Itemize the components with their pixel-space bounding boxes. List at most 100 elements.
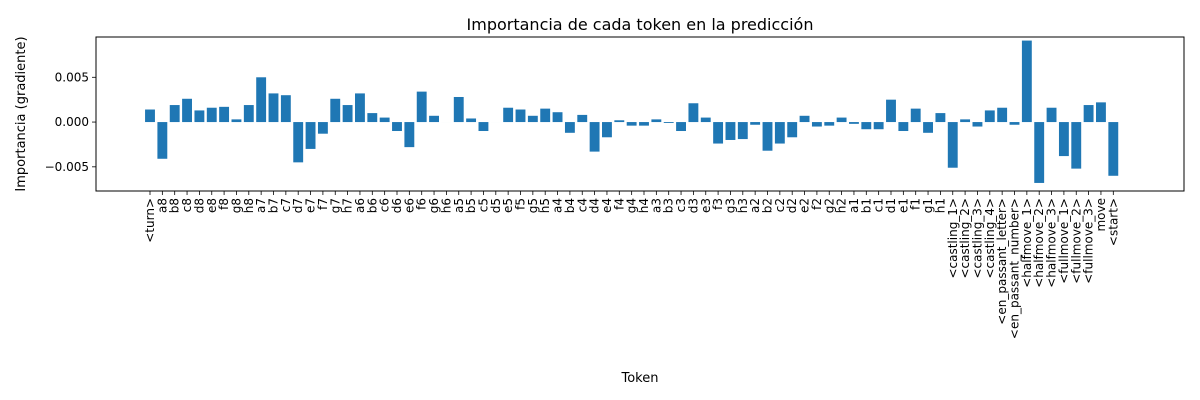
x-axis: <turn>a8b8c8d8e8f8g8h8a7b7c7d7e7f7g7h7a6… — [143, 191, 1120, 339]
x-tick-label: g8 — [229, 198, 243, 213]
x-tick-label: g5 — [526, 198, 540, 213]
bar — [984, 110, 995, 123]
bar — [997, 107, 1008, 123]
x-tick-label: e4 — [600, 198, 614, 213]
bar — [280, 95, 291, 123]
bar — [330, 98, 341, 123]
bar — [219, 106, 230, 123]
bar — [478, 122, 489, 132]
bar — [157, 122, 168, 159]
bar — [466, 118, 477, 123]
x-tick-label: g6 — [427, 198, 441, 213]
bar — [861, 122, 872, 130]
x-tick-label: h2 — [835, 198, 849, 213]
bar — [811, 122, 822, 127]
bar — [182, 98, 192, 123]
x-tick-label: g2 — [822, 198, 836, 213]
x-tick-label: b4 — [563, 198, 577, 213]
bar — [972, 122, 983, 127]
bar — [947, 122, 958, 168]
x-tick-label: <castling_4> — [983, 198, 997, 279]
x-tick-label: <halfmove_3> — [1045, 198, 1059, 288]
x-tick-label: f1 — [909, 198, 923, 210]
x-tick-label: c7 — [279, 198, 293, 212]
bar — [515, 109, 526, 123]
x-tick-label: f3 — [711, 198, 725, 210]
x-tick-label: d1 — [884, 198, 898, 213]
x-tick-label: f5 — [514, 198, 528, 210]
bar — [663, 122, 674, 123]
bar — [589, 122, 600, 152]
x-tick-label: c4 — [575, 198, 589, 212]
bar — [268, 93, 279, 123]
x-tick-label: <turn> — [143, 198, 157, 243]
bar — [849, 122, 859, 124]
bar — [713, 122, 724, 144]
bar — [873, 122, 884, 130]
x-tick-label: h4 — [637, 198, 651, 213]
bar — [824, 122, 835, 126]
bar — [145, 109, 155, 123]
x-tick-label: e1 — [896, 198, 910, 213]
bar — [762, 122, 773, 151]
x-tick-label: a5 — [452, 198, 466, 213]
x-tick-label: f7 — [316, 198, 330, 210]
bar — [243, 105, 254, 123]
bar — [392, 122, 402, 132]
bar — [935, 113, 946, 123]
bar — [503, 107, 514, 123]
bar — [355, 93, 365, 123]
bar — [960, 119, 971, 123]
x-tick-label: g3 — [723, 198, 737, 213]
bar — [367, 113, 378, 123]
x-tick-label: e7 — [304, 198, 318, 213]
x-tick-label: a4 — [551, 198, 565, 213]
bar — [910, 108, 921, 123]
x-tick-label: <halfmove_2> — [1032, 198, 1046, 288]
bar — [540, 108, 551, 123]
bar — [527, 115, 538, 123]
x-tick-label: d5 — [489, 198, 503, 213]
bar — [552, 112, 563, 123]
x-tick-label: d6 — [390, 198, 404, 213]
x-tick-label: <halfmove_1> — [1020, 198, 1034, 288]
bar — [676, 122, 686, 132]
bar — [1108, 122, 1119, 176]
bar — [602, 122, 612, 138]
y-axis-label: Importancia (gradiente) — [14, 36, 29, 191]
x-tick-label: h7 — [341, 198, 355, 213]
bar — [1096, 102, 1106, 123]
x-tick-label: <en_passant_letter> — [995, 198, 1009, 325]
x-tick-label: c1 — [872, 198, 886, 212]
x-tick-label: f8 — [217, 198, 231, 210]
x-tick-label: <castling_3> — [970, 198, 984, 279]
x-tick-label: b1 — [859, 198, 873, 213]
x-tick-label: b6 — [365, 198, 379, 213]
x-tick-label: h6 — [439, 198, 453, 213]
bar — [305, 122, 316, 149]
x-tick-label: c3 — [674, 198, 688, 212]
bar — [453, 96, 464, 123]
bar — [194, 110, 205, 123]
x-tick-label: c6 — [378, 198, 392, 212]
bar — [898, 122, 909, 132]
x-tick-label: e5 — [501, 198, 515, 213]
bar — [577, 114, 588, 123]
bar — [626, 122, 637, 126]
bar — [1021, 40, 1032, 123]
x-tick-label: h8 — [242, 198, 256, 213]
bar — [836, 117, 847, 123]
x-tick-label: c2 — [773, 198, 787, 212]
bar — [1009, 122, 1020, 125]
x-tick-label: a6 — [353, 198, 367, 213]
bar — [379, 117, 390, 123]
bar — [206, 107, 217, 123]
bar — [688, 103, 699, 123]
bar — [787, 122, 798, 138]
x-tick-label: g7 — [328, 198, 342, 213]
plot-area — [95, 36, 1185, 192]
bar — [700, 117, 711, 123]
x-tick-label: f2 — [810, 198, 824, 210]
x-tick-label: g4 — [625, 198, 639, 213]
bar — [651, 119, 662, 123]
